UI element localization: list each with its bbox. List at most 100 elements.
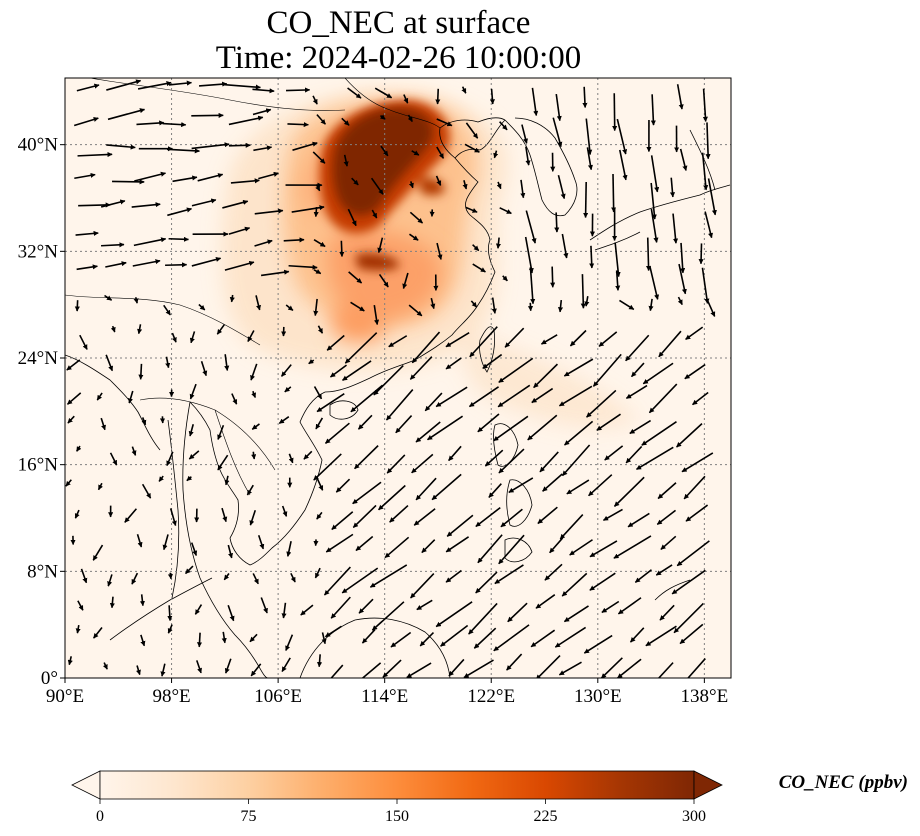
wind-arrow xyxy=(493,415,529,442)
wind-arrow xyxy=(252,88,275,94)
wind-arrow xyxy=(634,569,652,583)
map-time-subtitle: Time: 2024-02-26 10:00:00 xyxy=(215,40,582,76)
wind-arrow xyxy=(288,453,294,464)
wind-arrow xyxy=(408,233,419,241)
wind-arrow xyxy=(223,83,261,90)
wind-arrow xyxy=(672,213,679,244)
wind-arrow xyxy=(313,269,322,275)
colorbar-gradient xyxy=(99,770,695,800)
wind-arrow xyxy=(92,627,103,639)
wind-arrow xyxy=(673,602,704,634)
wind-arrow xyxy=(704,211,714,239)
wind-arrow xyxy=(650,155,660,193)
wind-arrow xyxy=(613,476,645,507)
wind-arrow xyxy=(247,330,255,343)
wind-arrow xyxy=(584,296,590,307)
wind-arrow xyxy=(589,245,595,269)
wind-arrow xyxy=(281,505,288,517)
wind-arrow xyxy=(251,451,257,460)
wind-arrow xyxy=(563,358,594,377)
wind-arrow xyxy=(419,631,435,647)
wind-arrow xyxy=(65,479,72,487)
colorbar-extend-low xyxy=(71,770,101,800)
wind-arrow xyxy=(415,477,437,501)
wind-arrow xyxy=(75,624,81,634)
wind-arrow xyxy=(229,294,235,303)
wind-arrow xyxy=(669,177,676,198)
wind-arrow xyxy=(171,332,177,343)
wind-arrow xyxy=(292,141,318,151)
wind-arrow xyxy=(191,198,217,207)
wind-arrow xyxy=(373,364,404,396)
wind-arrow xyxy=(217,454,229,471)
colorbar-tick-label: 0 xyxy=(96,808,104,825)
wind-arrow xyxy=(445,569,462,583)
wind-arrow xyxy=(350,384,384,413)
wind-arrow xyxy=(230,178,260,184)
y-tick-label: 16°N xyxy=(18,455,59,476)
wind-arrow xyxy=(169,508,177,527)
wind-arrow xyxy=(684,363,706,380)
wind-arrow xyxy=(228,226,251,235)
wind-arrow xyxy=(446,514,474,537)
wind-arrow xyxy=(73,117,99,127)
wind-arrow xyxy=(470,300,478,308)
wind-arrow xyxy=(379,114,386,120)
wind-arrow xyxy=(196,632,203,648)
wind-arrow xyxy=(280,364,292,377)
wind-arrow xyxy=(557,174,566,200)
wind-arrow xyxy=(101,242,125,248)
wind-arrow xyxy=(314,567,321,579)
wind-arrow xyxy=(435,175,442,186)
wind-arrow xyxy=(283,237,305,243)
wind-arrow xyxy=(648,383,678,414)
wind-arrow xyxy=(165,356,171,369)
wind-arrow xyxy=(231,393,238,405)
wind-arrow xyxy=(317,325,324,334)
wind-arrow xyxy=(162,534,169,551)
wind-arrow xyxy=(382,659,402,678)
wind-arrow xyxy=(468,602,498,635)
wind-arrow xyxy=(431,473,462,501)
wind-arrow xyxy=(172,175,198,183)
wind-arrow xyxy=(287,122,309,128)
x-tick-label: 90°E xyxy=(46,686,84,707)
wind-arrow xyxy=(499,121,508,131)
wind-arrow xyxy=(473,627,497,649)
wind-arrow xyxy=(76,83,100,92)
wind-arrow xyxy=(352,481,382,505)
wind-arrow xyxy=(702,88,708,122)
wind-arrow xyxy=(224,260,255,271)
wind-arrow xyxy=(250,363,258,381)
wind-arrow xyxy=(493,150,499,159)
wind-arrow xyxy=(107,574,113,587)
wind-arrow xyxy=(390,631,412,648)
wind-arrow xyxy=(657,482,677,500)
wind-arrow xyxy=(189,383,197,400)
wind-arrow xyxy=(158,475,164,482)
wind-arrow xyxy=(498,448,525,474)
wind-arrow xyxy=(561,444,591,477)
wind-arrow xyxy=(445,331,470,348)
wind-arrow xyxy=(477,534,503,564)
wind-arrow xyxy=(465,206,478,213)
wind-arrow xyxy=(395,415,413,434)
wind-arrow xyxy=(555,93,562,122)
wind-arrow xyxy=(191,142,230,150)
wind-arrow xyxy=(389,504,409,523)
wind-arrow xyxy=(167,572,173,580)
wind-arrow xyxy=(408,181,414,189)
wind-arrow xyxy=(326,334,345,351)
wind-arrow xyxy=(370,177,384,195)
colorbar-tick-label: 300 xyxy=(682,808,706,825)
wind-arrow xyxy=(435,88,441,105)
wind-arrow xyxy=(355,535,374,552)
wind-arrow xyxy=(312,95,318,105)
wind-arrow xyxy=(582,86,588,108)
wind-arrow xyxy=(506,653,523,671)
wind-arrow xyxy=(168,236,189,242)
wind-arrow xyxy=(191,112,224,118)
wind-arrow xyxy=(163,304,171,316)
wind-arrow xyxy=(583,634,613,654)
